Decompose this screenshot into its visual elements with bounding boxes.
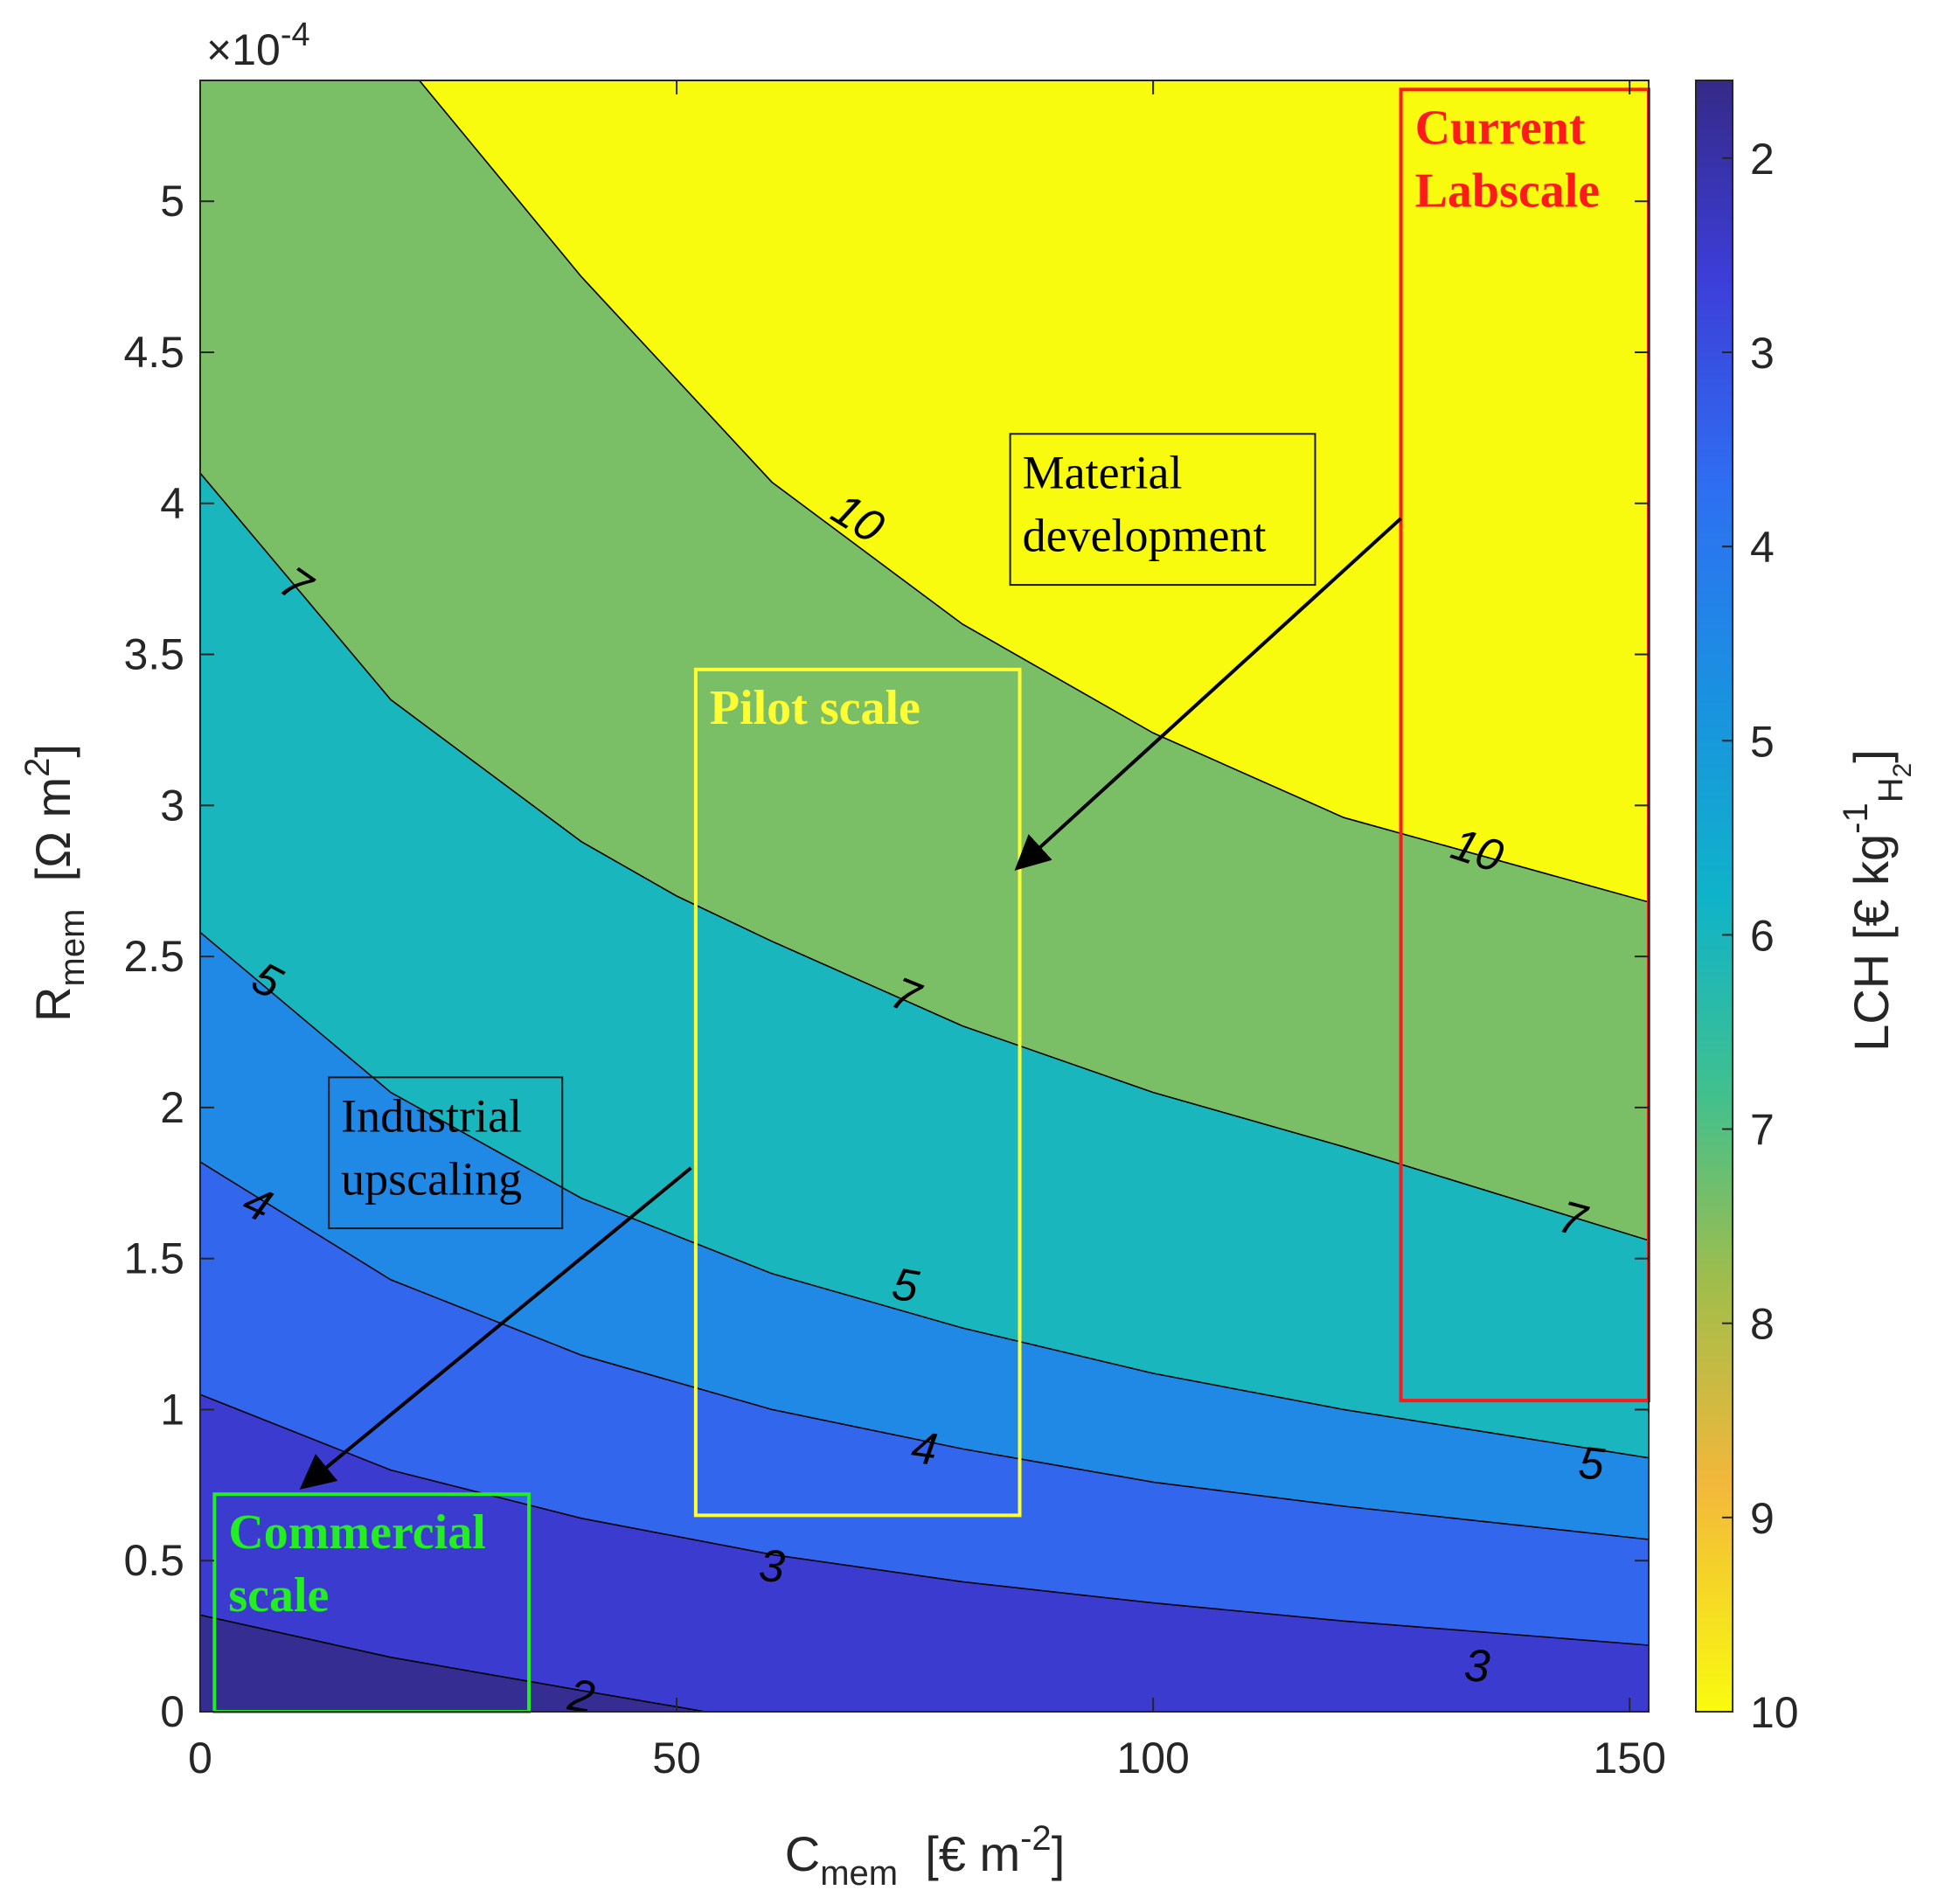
colorbar-tick-label: 4 — [1750, 523, 1775, 572]
annotation-box — [1009, 433, 1316, 587]
region-label: Current — [1415, 101, 1586, 155]
x-tick-label: 50 — [652, 1734, 701, 1782]
contour-line-2 — [200, 1614, 705, 1712]
annotation-arrow — [299, 1166, 692, 1490]
colorbar-bar — [1695, 80, 1733, 1713]
contour-fills — [200, 80, 1649, 1712]
colorbar-tick-label: 6 — [1750, 911, 1775, 960]
scale-regions: Current Labscale Pilot scale Commercial scal… — [212, 87, 1650, 1713]
annotation-label: Material — [1023, 446, 1183, 498]
contour-band — [200, 80, 1649, 902]
region-label: Pilot scale — [710, 681, 920, 735]
y-tick-label: 2.5 — [123, 932, 184, 981]
y-tick-label: 3.5 — [123, 630, 184, 679]
colorbar-tick-label: 9 — [1750, 1494, 1775, 1543]
annotation-box — [328, 1076, 564, 1230]
colorbar-tick-label: 2 — [1750, 135, 1775, 184]
annotation-label: development — [1023, 509, 1267, 561]
contour-label: 3 — [757, 1540, 787, 1593]
y-tick-label: 0.5 — [123, 1536, 184, 1585]
y-tick-label: 1.5 — [123, 1234, 184, 1283]
contour-line-4 — [200, 1161, 1649, 1540]
y-axis-label: Rmem [Ω m2] — [18, 744, 92, 1022]
y-tick-label: 2 — [160, 1083, 184, 1132]
contour-lines — [200, 80, 1649, 1712]
y-tick-label: 0 — [160, 1687, 184, 1736]
colorbar-tick-label: 10 — [1750, 1688, 1799, 1737]
x-tick-label: 0 — [188, 1734, 212, 1782]
annotation-label: upscaling — [341, 1152, 522, 1205]
region-label: Labscale — [1415, 163, 1601, 218]
annotation-label: Industrial — [341, 1089, 522, 1142]
annotations: Material development Industrial upscaling — [299, 433, 1402, 1490]
y-tick-label: 4 — [160, 479, 184, 528]
region-label: scale — [228, 1568, 329, 1623]
y-tick-label: 4.5 — [123, 328, 184, 377]
axes: 0 50 100 150 0 0.5 1 1.5 2 2.5 3 3.5 4 4.5 5 — [123, 80, 1666, 1782]
colorbar-tick-label: 5 — [1750, 717, 1775, 766]
region-box — [693, 667, 1022, 1518]
y-tick-label: 3 — [160, 781, 184, 830]
colorbar-tick-label: 8 — [1750, 1300, 1775, 1349]
contour-band — [200, 473, 1649, 1458]
contour-line-5 — [200, 931, 1649, 1459]
contour-line-7 — [200, 472, 1649, 1241]
colorbar-label: LCH [€ kg-1H2] — [1837, 749, 1917, 1052]
region-label: Commercial — [228, 1505, 485, 1560]
contour-band — [200, 1162, 1649, 1645]
x-tick-label: 100 — [1116, 1734, 1189, 1782]
y-tick-label: 1 — [160, 1385, 184, 1434]
contour-band — [200, 80, 1649, 1240]
annotation-arrow — [1014, 517, 1402, 871]
colorbar-tick-label: 3 — [1750, 329, 1775, 378]
y-axis-multiplier: ×10-4 — [206, 17, 310, 74]
plot-frame — [199, 80, 1650, 1713]
contour-label: 3 — [1462, 1640, 1491, 1692]
contour-line-3 — [200, 1393, 1649, 1646]
x-axis-label: Cmem [€ m-2] — [785, 1819, 1066, 1893]
contour-line-10 — [419, 80, 1649, 903]
contour-band — [200, 1394, 1649, 1712]
colorbar: 2 3 4 5 6 7 8 9 10 — [1695, 80, 1799, 1737]
contour-band — [200, 932, 1649, 1539]
colorbar-tick-label: 7 — [1750, 1106, 1775, 1155]
x-tick-label: 150 — [1593, 1734, 1665, 1782]
y-tick-label: 5 — [160, 177, 184, 226]
